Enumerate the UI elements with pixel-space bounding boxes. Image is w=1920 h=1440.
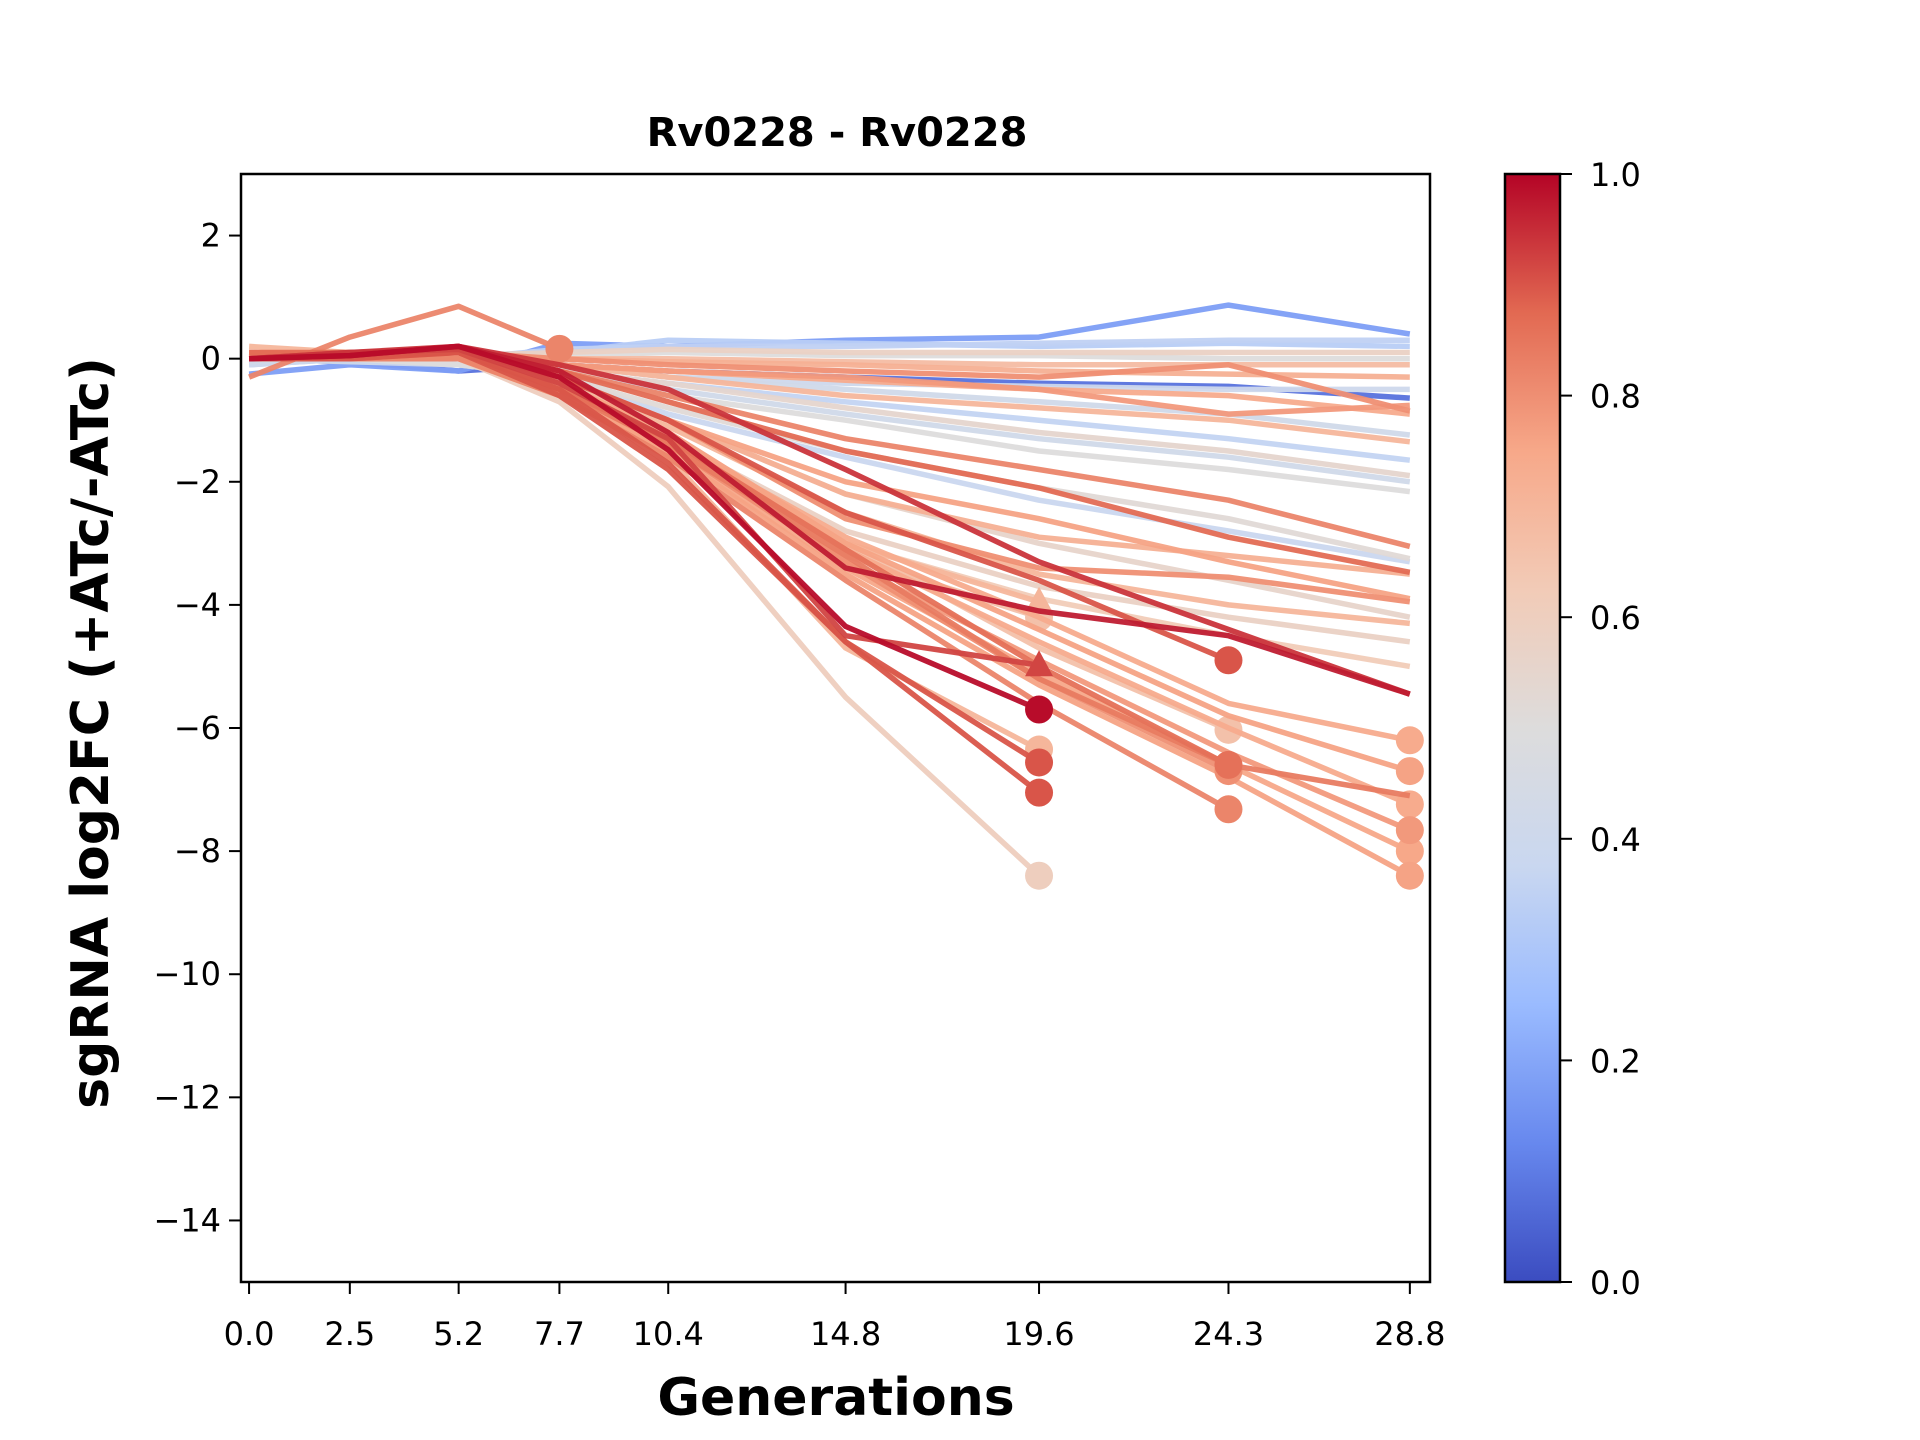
series-end-circle-marker <box>545 334 574 363</box>
colorbar-ticks: 0.0 0.2 0.4 0.6 0.8 1.0 <box>1560 156 1641 1302</box>
y-tick-label: −10 <box>153 955 221 993</box>
series-end-circle-marker <box>1214 750 1243 779</box>
x-tick-label: 24.3 <box>1193 1315 1264 1353</box>
y-tick-label: 0 <box>201 340 221 378</box>
x-tick-label: 19.6 <box>1003 1315 1074 1353</box>
y-tick-label: −4 <box>174 586 221 624</box>
y-tick-label: 2 <box>201 217 221 255</box>
x-tick-label: 10.4 <box>633 1315 704 1353</box>
y-tick-label: −8 <box>174 832 221 870</box>
y-tick-label: −12 <box>153 1078 221 1116</box>
x-tick-label: 0.0 <box>224 1315 275 1353</box>
colorbar-tick-label: 0.6 <box>1590 599 1641 637</box>
colorbar <box>1503 172 1562 1284</box>
x-tick-label: 5.2 <box>433 1315 484 1353</box>
chart-title: Rv0228 - Rv0228 <box>647 110 1028 156</box>
x-axis-label: Generations <box>657 1368 1014 1428</box>
series-end-circle-marker <box>1025 695 1054 724</box>
series-end-triangle-marker <box>1025 586 1054 613</box>
series-end-circle-marker <box>1025 778 1054 807</box>
series-end-circle-marker <box>1395 726 1424 755</box>
series-end-circle-marker <box>1395 816 1424 845</box>
colorbar-tick-label: 0.2 <box>1590 1042 1641 1080</box>
x-tick-label: 7.7 <box>534 1315 585 1353</box>
y-axis-label: sgRNA log2FC (+ATc/-ATc) <box>61 357 121 1109</box>
series-end-circle-marker <box>1025 861 1054 890</box>
colorbar-tick-label: 0.8 <box>1590 378 1641 416</box>
series-line <box>249 343 1041 713</box>
series-end-circle-marker <box>1395 837 1424 866</box>
series-line <box>249 349 1041 795</box>
x-axis-ticks: 0.0 2.5 5.2 7.7 10.4 14.8 19.6 24.3 28.8 <box>224 1282 1445 1353</box>
colorbar-tick-label: 0.4 <box>1590 821 1641 859</box>
series-end-circle-marker <box>1214 795 1243 824</box>
series-end-triangle-marker <box>1025 650 1054 677</box>
colorbar-tick-label: 1.0 <box>1590 156 1641 194</box>
series-end-circle-marker <box>1025 748 1054 777</box>
x-tick-label: 28.8 <box>1374 1315 1445 1353</box>
x-tick-label: 14.8 <box>810 1315 881 1353</box>
y-tick-label: −6 <box>174 709 221 747</box>
y-tick-label: −2 <box>174 463 221 501</box>
colorbar-tick-label: 0.0 <box>1590 1264 1641 1302</box>
series-end-circle-marker <box>1395 790 1424 819</box>
x-tick-label: 2.5 <box>324 1315 375 1353</box>
series-layer <box>248 302 1424 890</box>
y-tick-label: −14 <box>153 1201 221 1239</box>
series-end-circle-marker <box>1395 757 1424 786</box>
series-end-circle-marker <box>1395 861 1424 890</box>
y-axis-ticks: 2 0 −2 −4 −6 −8 −10 −12 −14 <box>153 217 241 1239</box>
series-end-circle-marker <box>1214 646 1243 675</box>
